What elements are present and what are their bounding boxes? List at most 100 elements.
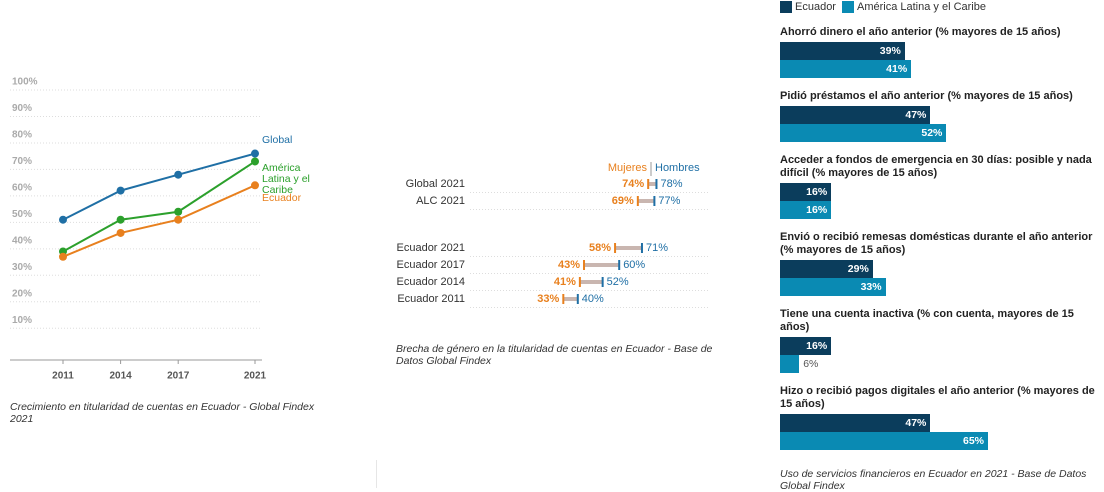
bar bbox=[780, 355, 800, 373]
value-label: 52% bbox=[607, 276, 629, 288]
data-point bbox=[251, 181, 259, 190]
gap-bar bbox=[615, 246, 642, 250]
y-tick-label: 100% bbox=[12, 77, 38, 88]
category-label: Global 2021 bbox=[406, 178, 465, 190]
group-title: Hizo o recibió pagos digitales el año an… bbox=[780, 385, 1095, 410]
data-point bbox=[116, 228, 125, 237]
value-label: 33% bbox=[860, 281, 882, 293]
bar-row: 16% bbox=[780, 183, 1100, 201]
value-label: 65% bbox=[962, 435, 984, 447]
y-tick-label: 90% bbox=[12, 103, 32, 114]
legend-label: Ecuador bbox=[795, 1, 836, 13]
bar-row: 41% bbox=[780, 60, 1100, 78]
caption: Uso de servicios financieros en Ecuador … bbox=[780, 468, 1087, 492]
group-title: Acceder a fondos de emergencia en 30 día… bbox=[780, 154, 1092, 179]
category-label: Ecuador 2017 bbox=[397, 259, 466, 271]
data-point bbox=[59, 252, 67, 261]
x-tick-label: 2011 bbox=[52, 371, 74, 382]
group-title: Tiene una cuenta inactiva (% con cuenta,… bbox=[780, 308, 1074, 333]
legend-label: Mujeres bbox=[608, 162, 648, 174]
bar-row: 47% bbox=[780, 414, 1100, 432]
bar bbox=[780, 414, 931, 432]
series-label: América Latina y el Caribe bbox=[262, 162, 310, 197]
series-label: Global bbox=[262, 133, 293, 146]
value-label: 58% bbox=[589, 242, 611, 254]
legend: Ecuador América Latina y el Caribe bbox=[780, 0, 1100, 14]
x-tick-label: 2021 bbox=[244, 371, 267, 382]
group-title: Envió o recibió remesas domésticas duran… bbox=[780, 231, 1093, 256]
category-label: Ecuador 2014 bbox=[397, 276, 466, 288]
bar-row: 33% bbox=[780, 278, 1100, 296]
men-marker bbox=[601, 277, 604, 287]
women-marker bbox=[647, 179, 650, 189]
bar-row: 29% bbox=[780, 260, 1100, 278]
y-tick-label: 40% bbox=[12, 235, 32, 246]
gap-bar bbox=[563, 297, 578, 301]
bar-row: 16% bbox=[780, 337, 1100, 355]
bar bbox=[780, 60, 912, 78]
bar-row: 52% bbox=[780, 124, 1100, 142]
category-label: ALC 2021 bbox=[416, 195, 465, 207]
series-line bbox=[62, 160, 256, 253]
series-line bbox=[62, 152, 256, 221]
value-label: 33% bbox=[537, 293, 559, 305]
y-tick-label: 80% bbox=[12, 130, 32, 141]
caption: Brecha de género en la titularidad de cu… bbox=[396, 343, 713, 367]
men-marker bbox=[640, 243, 643, 253]
bar-row: 39% bbox=[780, 42, 1100, 60]
data-point bbox=[174, 170, 183, 179]
data-point bbox=[59, 215, 67, 224]
men-marker bbox=[618, 260, 621, 270]
bar-row: 6% bbox=[780, 355, 1100, 373]
gap-bar bbox=[648, 182, 657, 186]
x-tick-label: 2017 bbox=[167, 371, 190, 382]
y-tick-label: 60% bbox=[12, 183, 32, 194]
men-marker bbox=[655, 179, 658, 189]
women-marker bbox=[578, 277, 581, 287]
y-tick-label: 10% bbox=[12, 315, 32, 326]
value-label: 29% bbox=[847, 263, 869, 275]
legend-label: Hombres bbox=[655, 162, 700, 174]
value-label: 74% bbox=[622, 178, 644, 190]
bar-chart: Ecuador América Latina y el Caribe Ahorró … bbox=[780, 0, 1100, 492]
value-label: 16% bbox=[806, 204, 828, 216]
bar bbox=[780, 106, 931, 124]
group-title: Ahorró dinero el año anterior (% mayores… bbox=[780, 26, 1061, 38]
men-marker bbox=[653, 196, 656, 206]
data-point bbox=[174, 215, 183, 224]
value-label: 77% bbox=[658, 195, 680, 207]
value-label: 47% bbox=[905, 417, 927, 429]
gap-bar bbox=[579, 280, 603, 284]
bar-row: 16% bbox=[780, 201, 1100, 219]
caption: Crecimiento en titularidad de cuentas en… bbox=[10, 401, 315, 425]
value-label: 43% bbox=[558, 259, 580, 271]
bar bbox=[780, 260, 873, 278]
bar bbox=[780, 432, 988, 450]
value-label: 6% bbox=[803, 358, 819, 370]
bar bbox=[780, 183, 832, 201]
value-label: 41% bbox=[886, 63, 908, 75]
bar bbox=[780, 124, 947, 142]
data-point bbox=[251, 149, 259, 158]
value-label: 41% bbox=[554, 276, 576, 288]
value-label: 69% bbox=[612, 195, 634, 207]
bar bbox=[780, 42, 905, 60]
value-label: 16% bbox=[806, 186, 828, 198]
y-tick-label: 70% bbox=[12, 156, 32, 167]
value-label: 40% bbox=[582, 293, 604, 305]
gap-bar bbox=[637, 199, 655, 203]
x-tick-label: 2014 bbox=[109, 371, 132, 382]
series-label: Ecuador bbox=[262, 192, 302, 205]
value-label: 16% bbox=[806, 340, 828, 352]
group-title: Pidió préstamos el año anterior (% mayor… bbox=[780, 90, 1073, 102]
data-point bbox=[174, 207, 183, 216]
gap-bar bbox=[584, 263, 620, 267]
value-label: 71% bbox=[646, 242, 668, 254]
value-label: 52% bbox=[921, 127, 943, 139]
legend-swatch bbox=[841, 1, 854, 13]
women-marker bbox=[636, 196, 639, 206]
bar-row: 47% bbox=[780, 106, 1100, 124]
value-label: 78% bbox=[660, 178, 682, 190]
y-tick-label: 20% bbox=[12, 288, 32, 299]
y-tick-label: 50% bbox=[12, 209, 32, 220]
